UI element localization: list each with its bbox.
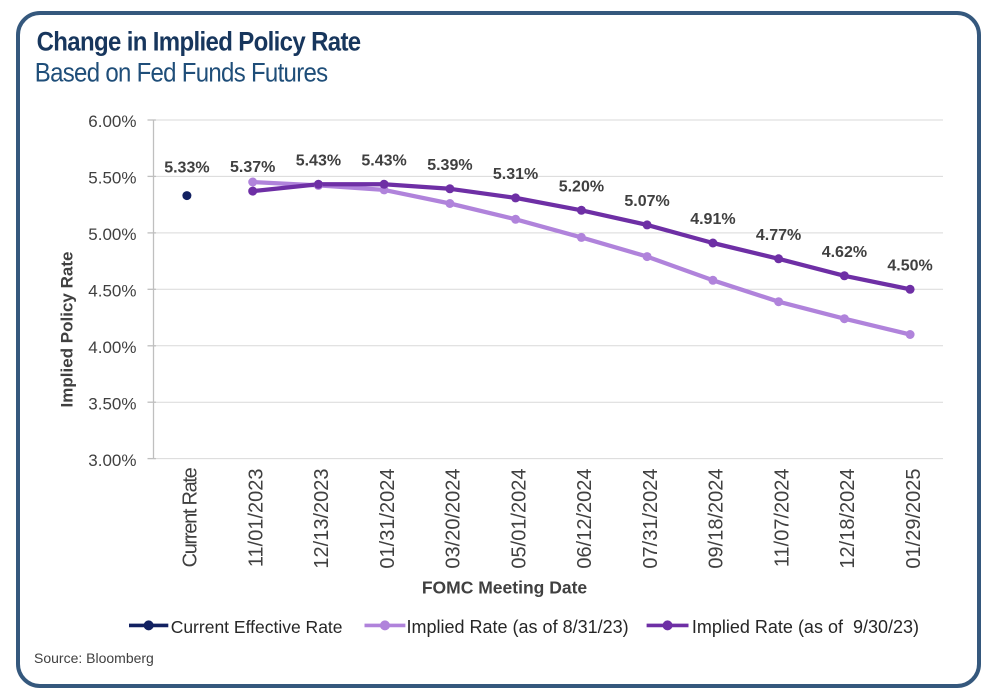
svg-text:5.33%: 5.33% (164, 159, 209, 176)
svg-text:06/12/2024: 06/12/2024 (574, 469, 596, 569)
svg-text:Current Effective Rate: Current Effective Rate (171, 617, 343, 637)
svg-text:Current Rate: Current Rate (180, 467, 202, 567)
svg-text:5.31%: 5.31% (493, 166, 538, 183)
svg-text:4.77%: 4.77% (756, 227, 801, 244)
svg-text:12/13/2023: 12/13/2023 (311, 469, 333, 569)
svg-text:Source: Bloomberg: Source: Bloomberg (34, 650, 154, 666)
svg-text:Implied Rate (as of 9/30/23): Implied Rate (as of 9/30/23) (692, 617, 919, 637)
svg-text:5.20%: 5.20% (559, 178, 604, 195)
svg-text:5.37%: 5.37% (230, 159, 275, 176)
svg-text:5.50%: 5.50% (88, 169, 136, 188)
svg-text:11/01/2023: 11/01/2023 (245, 469, 267, 568)
svg-text:11/07/2024: 11/07/2024 (771, 469, 793, 568)
svg-text:5.39%: 5.39% (427, 157, 472, 174)
svg-text:Implied Policy Rate: Implied Policy Rate (57, 252, 76, 408)
svg-text:4.91%: 4.91% (690, 211, 735, 228)
svg-text:4.50%: 4.50% (88, 282, 136, 301)
svg-text:5.43%: 5.43% (361, 152, 406, 169)
svg-text:Implied Rate (as of 8/31/23): Implied Rate (as of 8/31/23) (407, 617, 629, 637)
svg-text:01/29/2025: 01/29/2025 (903, 469, 925, 569)
svg-text:12/18/2024: 12/18/2024 (837, 469, 859, 569)
svg-text:3.00%: 3.00% (88, 451, 136, 470)
svg-text:4.00%: 4.00% (88, 338, 136, 357)
svg-text:FOMC Meeting Date: FOMC Meeting Date (422, 578, 588, 598)
svg-text:03/20/2024: 03/20/2024 (443, 469, 465, 569)
svg-text:5.43%: 5.43% (296, 152, 341, 169)
svg-text:3.50%: 3.50% (88, 394, 136, 413)
svg-text:05/01/2024: 05/01/2024 (508, 469, 530, 569)
svg-text:07/31/2024: 07/31/2024 (640, 469, 662, 569)
svg-text:5.00%: 5.00% (88, 225, 136, 244)
svg-text:09/18/2024: 09/18/2024 (706, 469, 728, 569)
svg-text:4.50%: 4.50% (887, 257, 932, 274)
svg-text:6.00%: 6.00% (88, 112, 136, 131)
svg-text:5.07%: 5.07% (624, 193, 669, 210)
svg-text:4.62%: 4.62% (822, 244, 867, 261)
svg-text:01/31/2024: 01/31/2024 (377, 469, 399, 569)
